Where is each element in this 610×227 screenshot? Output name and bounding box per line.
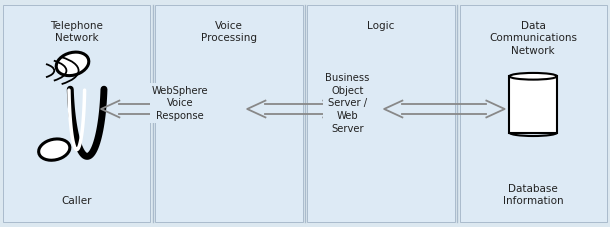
- Text: Business
Object
Server /
Web
Server: Business Object Server / Web Server: [325, 73, 370, 134]
- Text: WebSphere
Voice
Response: WebSphere Voice Response: [152, 86, 209, 121]
- FancyBboxPatch shape: [156, 5, 303, 222]
- Text: Database
Information: Database Information: [503, 184, 564, 206]
- FancyBboxPatch shape: [509, 76, 557, 133]
- Ellipse shape: [56, 52, 89, 76]
- Text: Voice
Processing: Voice Processing: [201, 21, 257, 43]
- FancyBboxPatch shape: [3, 5, 151, 222]
- FancyBboxPatch shape: [307, 5, 454, 222]
- Text: Logic: Logic: [367, 21, 395, 31]
- Text: Telephone
Network: Telephone Network: [51, 21, 103, 43]
- Ellipse shape: [38, 139, 70, 160]
- Ellipse shape: [509, 73, 557, 80]
- Text: Data
Communications
Network: Data Communications Network: [489, 21, 577, 56]
- FancyBboxPatch shape: [459, 5, 607, 222]
- Text: Caller: Caller: [62, 196, 92, 206]
